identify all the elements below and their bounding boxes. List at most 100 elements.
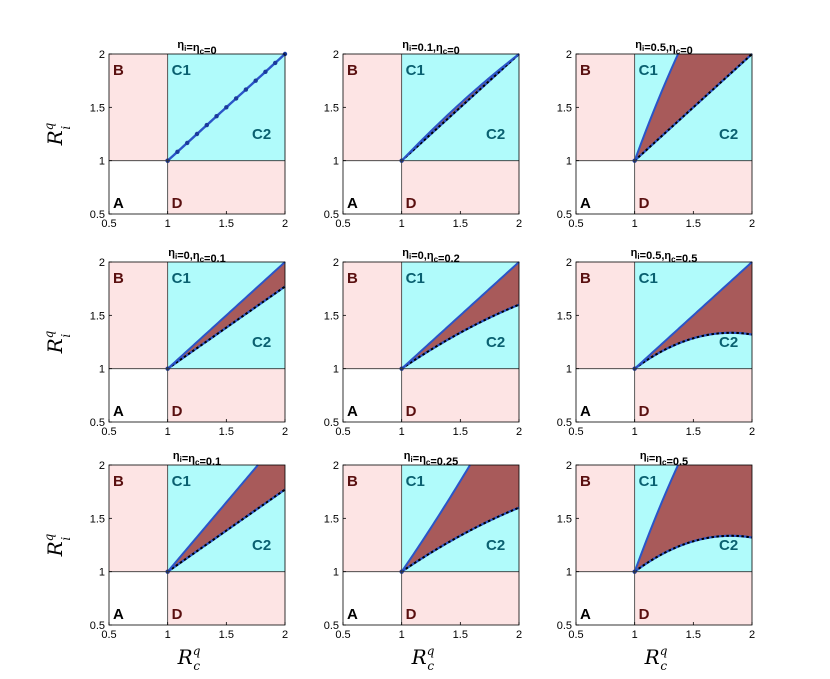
panel-3: 0.5 1 1.5 2 0.5 1 1.5 2 ηi=0.5,ηc=0 B C1 C2 A D — [557, 39, 755, 230]
lower-boundary-line — [401, 506, 520, 573]
y-tick-label: 1 — [333, 567, 339, 579]
panel-title: ηi=ηc=0 — [177, 39, 216, 57]
region-label-c1: C1 — [406, 270, 425, 287]
region-d — [167, 368, 285, 422]
region-label-d: D — [406, 606, 417, 623]
y-tick-label: 0.5 — [324, 209, 339, 221]
region-a — [109, 160, 168, 214]
region-d — [401, 160, 519, 214]
y-tick-label: 0.5 — [557, 209, 572, 221]
lower-boundary-dashed — [633, 53, 753, 162]
y-tick-label: 2 — [566, 460, 572, 472]
upper-boundary-line — [400, 53, 520, 162]
x-tick-label: 2 — [749, 629, 755, 641]
y-tick-label: 2 — [566, 257, 572, 269]
region-b — [343, 262, 402, 369]
region-b — [576, 54, 635, 161]
region-d — [167, 160, 285, 214]
region-a — [576, 368, 635, 422]
lower-boundary-line — [401, 303, 520, 370]
x-tick-label: 0.5 — [568, 426, 583, 438]
region-label-c1: C1 — [406, 473, 425, 490]
y-tick-label: 1 — [99, 567, 105, 579]
region-label-c1: C1 — [406, 62, 425, 79]
upper-boundary-line — [400, 464, 471, 573]
region-label-b: B — [580, 62, 591, 79]
upper-boundary-line — [633, 464, 679, 573]
x-tick-label: 2 — [282, 218, 288, 230]
region-label-d: D — [406, 195, 417, 212]
region-label-c2: C2 — [252, 126, 271, 143]
y-tick-label: 1.5 — [324, 513, 339, 525]
y-tick-label: 1 — [566, 567, 572, 579]
region-label-a: A — [580, 195, 591, 212]
y-tick-label: 1 — [566, 364, 572, 376]
region-label-b: B — [580, 473, 591, 490]
boundary-marker — [243, 87, 249, 92]
region-label-a: A — [580, 403, 591, 420]
region-label-a: A — [347, 606, 358, 623]
region-a — [109, 571, 168, 625]
upper-boundary-line — [166, 464, 259, 573]
panel-1: 0.5 1 1.5 2 0.5 1 1.5 2 ηi=ηc=0 B C1 C2 A D — [90, 39, 288, 230]
x-tick-label: 2 — [282, 629, 288, 641]
boundary-marker — [204, 122, 209, 128]
y-tick-label: 0.5 — [557, 417, 572, 429]
x-tick-label: 0.5 — [335, 426, 350, 438]
region-b — [109, 54, 168, 161]
region-label-d: D — [639, 195, 650, 212]
y-tick-label: 2 — [566, 49, 572, 61]
region-label-c2: C2 — [486, 537, 505, 554]
region-label-b: B — [347, 62, 358, 79]
x-tick-label: 1.5 — [686, 629, 701, 641]
region-a — [109, 368, 168, 422]
region-label-c1: C1 — [639, 62, 658, 79]
region-d — [401, 571, 519, 625]
y-tick-label: 0.5 — [324, 620, 339, 632]
panel-4: 0.5 1 1.5 2 0.5 1 1.5 2 ηi=0,ηc=0.1 B C1 C2 A D — [90, 247, 288, 438]
y-axis-label: Rq i — [42, 533, 73, 557]
y-tick-label: 1 — [333, 156, 339, 168]
panel-2: 0.5 1 1.5 2 0.5 1 1.5 2 ηi=0.1,ηc=0 B C1 C2 A D — [324, 39, 522, 230]
axes-frame — [342, 261, 520, 423]
y-tick-label: 1.5 — [557, 513, 572, 525]
panel-title: ηi=0,ηc=0.1 — [168, 247, 225, 265]
x-tick-label: 0.5 — [335, 629, 350, 641]
x-tick-label: 1 — [165, 629, 171, 641]
lower-boundary-dashed — [634, 534, 753, 573]
x-axis-label: Rq c — [644, 644, 668, 673]
lower-boundary-dashed — [167, 285, 286, 370]
x-tick-label: 1 — [165, 426, 171, 438]
y-tick-label: 0.5 — [90, 620, 105, 632]
region-label-d: D — [639, 606, 650, 623]
panel-6: 0.5 1 1.5 2 0.5 1 1.5 2 ηi=0.5,ηc=0.5 B C1 C2 A D — [557, 247, 755, 438]
boundary-marker — [194, 131, 200, 137]
panel-title: ηi=ηc=0.25 — [404, 450, 458, 468]
axes-frame — [342, 53, 520, 215]
region-label-a: A — [113, 403, 124, 420]
region-label-c2: C2 — [719, 334, 738, 351]
panel-title: ηi=0.5,ηc=0.5 — [631, 247, 698, 265]
region-label-c2: C2 — [486, 334, 505, 351]
region-b — [576, 262, 635, 369]
region-label-b: B — [347, 473, 358, 490]
coexistence-region — [167, 465, 285, 572]
y-axis-label: Rq i — [42, 330, 73, 354]
region-d — [634, 368, 752, 422]
x-tick-label: 2 — [282, 426, 288, 438]
panel-5: 0.5 1 1.5 2 0.5 1 1.5 2 ηi=0,ηc=0.2 B C1 C2 A D — [324, 247, 522, 438]
axes-frame — [108, 53, 286, 215]
x-tick-label: 1 — [632, 426, 638, 438]
y-tick-label: 1.5 — [324, 310, 339, 322]
x-axis-label: Rq c — [411, 644, 435, 673]
y-tick-label: 2 — [99, 460, 105, 472]
y-axis-labels: Rq i Rq i Rq i — [42, 122, 73, 557]
x-tick-label: 1.5 — [219, 218, 234, 230]
region-label-c2: C2 — [719, 126, 738, 143]
y-tick-label: 1.5 — [90, 102, 105, 114]
panel-title: ηi=0.5,ηc=0 — [635, 39, 692, 57]
region-label-c1: C1 — [639, 473, 658, 490]
x-tick-label: 1.5 — [219, 629, 234, 641]
region-b — [343, 54, 402, 161]
